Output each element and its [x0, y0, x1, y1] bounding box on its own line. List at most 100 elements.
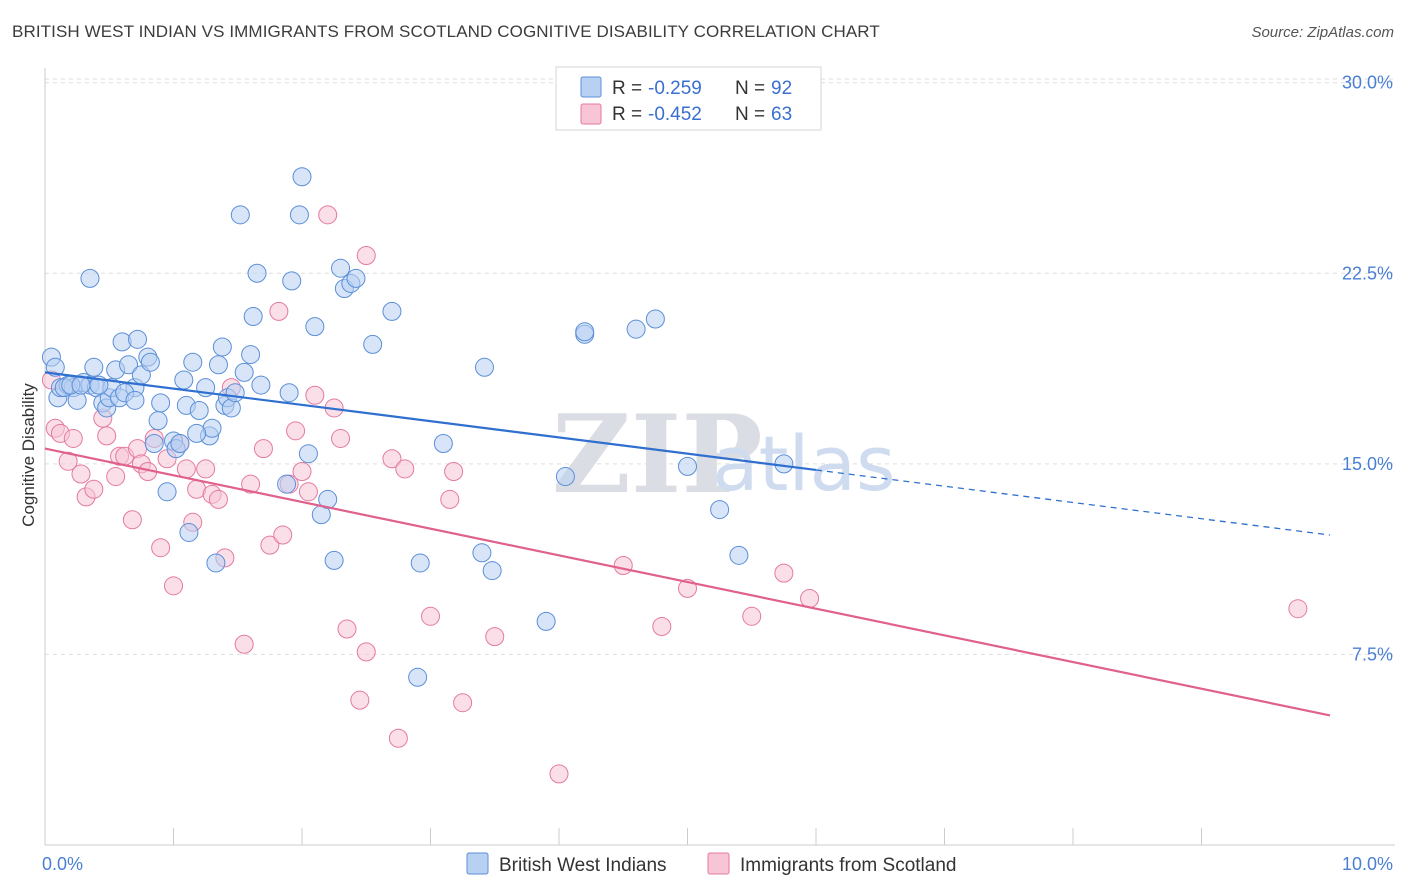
bwi-point-53	[282, 271, 302, 291]
scotland-point-4	[63, 428, 83, 448]
bwi-point-77	[626, 319, 646, 339]
bottom-legend-swatch-scotland	[707, 852, 730, 875]
scotland-point-62	[800, 589, 820, 609]
bwi-point-25	[148, 411, 168, 431]
bwi-point-47	[241, 345, 261, 365]
bwi-point-79	[678, 456, 697, 476]
bwi-point-44	[225, 383, 245, 403]
y-tick-label-1: 15.0%	[1342, 454, 1393, 474]
bwi-point-69	[433, 434, 453, 454]
scotland-point-31	[241, 474, 261, 494]
scotland-point-51	[421, 606, 440, 626]
scotland-point-54	[453, 693, 473, 713]
scotland-point-25	[196, 459, 216, 479]
bwi-point-64	[346, 268, 366, 288]
bwi-point-46	[234, 362, 254, 382]
legend-swatch-bwi	[580, 76, 602, 98]
bwi-point-34	[189, 400, 209, 420]
scotland-point-57	[613, 555, 633, 575]
scotland-point-35	[273, 525, 293, 545]
x-tick-label-min: 0.0%	[42, 854, 83, 874]
bottom-legend-swatch-bwi	[466, 852, 489, 875]
bwi-point-76	[575, 322, 595, 342]
scotland-point-40	[305, 385, 325, 405]
bwi-point-78	[645, 309, 665, 329]
bwi-trendline	[44, 371, 817, 472]
bwi-point-23	[140, 352, 160, 372]
scotland-point-55	[485, 627, 505, 647]
bwi-point-72	[482, 561, 502, 581]
scotland-point-22	[176, 459, 196, 479]
legend-r-value-2: -0.452	[648, 104, 702, 125]
legend-swatch-scotland	[580, 103, 602, 125]
chart-title: BRITISH WEST INDIAN VS IMMIGRANTS FROM S…	[12, 22, 880, 41]
bwi-point-65	[363, 334, 383, 354]
bwi-point-54	[289, 205, 309, 225]
bwi-point-52	[279, 383, 299, 403]
bwi-point-81	[729, 545, 749, 565]
bwi-point-45	[230, 205, 250, 225]
scotland-point-41	[318, 205, 338, 225]
legend-n-value-2: 63	[771, 104, 792, 125]
bwi-point-66	[382, 301, 402, 321]
bwi-point-51	[277, 474, 297, 494]
bwi-point-55	[292, 167, 312, 187]
scotland-point-49	[388, 728, 408, 748]
bwi-point-32	[179, 522, 199, 542]
legend-r-label-1: R =	[612, 78, 642, 99]
scotland-point-37	[286, 421, 306, 441]
scotland-point-39	[298, 482, 318, 502]
scotland-point-58	[652, 616, 672, 636]
scotland-point-10	[106, 467, 126, 487]
source-label: Source: ZipAtlas.com	[1251, 24, 1394, 41]
bwi-point-50	[251, 375, 271, 395]
x-tick-labels: 0.0% 10.0%	[42, 854, 1393, 874]
scotland-point-9	[97, 426, 117, 446]
bwi-point-86	[80, 268, 100, 288]
series-bwi-points	[41, 167, 794, 687]
scotland-point-53	[444, 461, 464, 481]
scotland-point-61	[774, 563, 794, 583]
bwi-point-70	[472, 543, 492, 563]
legend-n-value-1: 92	[771, 78, 792, 99]
y-tick-label-3: 30.0%	[1342, 73, 1393, 93]
scotland-point-43	[331, 428, 351, 448]
bwi-point-1	[45, 357, 65, 377]
bwi-point-73	[536, 611, 556, 631]
bwi-point-33	[183, 352, 203, 372]
bwi-point-61	[331, 258, 351, 278]
bwi-point-26	[151, 393, 171, 413]
bottom-legend-label-bwi: British West Indians	[499, 855, 667, 876]
scotland-point-30	[234, 634, 254, 654]
bwi-point-49	[247, 263, 267, 283]
scotland-point-20	[164, 576, 183, 596]
legend-r-value-1: -0.259	[648, 78, 702, 99]
scotland-point-60	[742, 606, 762, 626]
bwi-point-74	[555, 467, 575, 487]
scotland-point-44	[337, 619, 357, 639]
bwi-point-27	[157, 482, 177, 502]
bwi-point-57	[305, 317, 325, 337]
scotland-point-32	[253, 439, 273, 459]
scotland-point-63	[1288, 599, 1308, 619]
bwi-point-9	[84, 357, 104, 377]
scotland-point-33	[260, 535, 280, 555]
watermark-atlas: atlas	[712, 419, 896, 508]
scotland-point-38	[292, 461, 312, 481]
y-axis-label: Cognitive Disability	[19, 383, 38, 527]
bwi-point-30	[174, 370, 194, 390]
watermark: ZIP atlas	[552, 392, 896, 518]
y-tick-labels: 7.5% 15.0% 22.5% 30.0%	[1342, 73, 1393, 665]
bwi-point-48	[243, 306, 263, 326]
bwi-point-18	[119, 355, 139, 375]
scotland-point-45	[350, 690, 370, 710]
bwi-trendline-extension	[815, 469, 1331, 536]
scotland-point-46	[356, 642, 376, 662]
bwi-point-24	[144, 434, 164, 454]
x-tick-label-max: 10.0%	[1342, 854, 1393, 874]
series-legend: British West Indians Immigrants from Sco…	[466, 852, 956, 876]
scotland-point-48	[382, 449, 402, 469]
y-tick-label-0: 7.5%	[1352, 644, 1393, 664]
bwi-point-67	[408, 667, 428, 687]
